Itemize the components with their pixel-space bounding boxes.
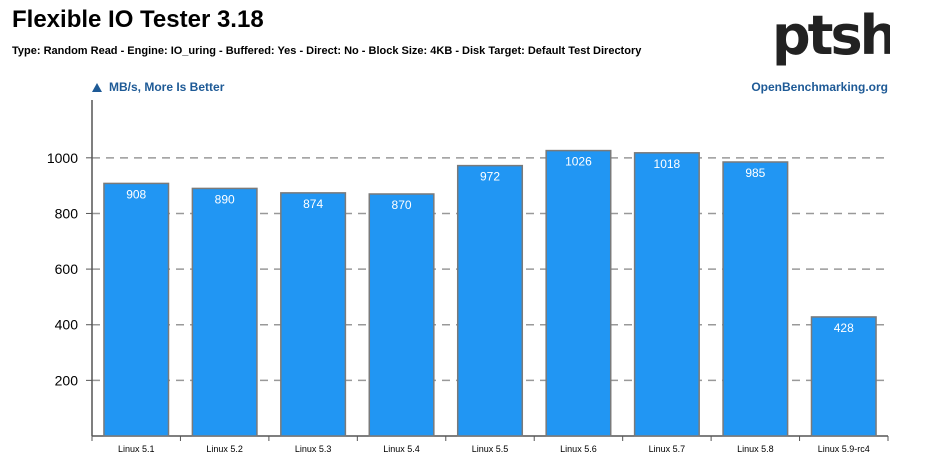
x-tick-label: Linux 5.6 <box>560 444 597 454</box>
bar <box>810 316 877 437</box>
bar-value-label: 1018 <box>654 157 681 171</box>
bar-value-label: 972 <box>480 170 500 184</box>
x-tick-label: Linux 5.7 <box>649 444 686 454</box>
source-link[interactable]: OpenBenchmarking.org <box>751 80 888 94</box>
bar <box>722 161 789 437</box>
bar-value-label: 1026 <box>565 155 592 169</box>
bar-value-label: 890 <box>215 192 235 206</box>
bar <box>545 149 612 437</box>
bars: 908 890 874 870 972 1026 1018 985 428 <box>103 149 877 437</box>
pts-logo-text: ptsh <box>772 8 890 67</box>
bar-value-label: 428 <box>834 321 854 335</box>
y-tick-label: 800 <box>55 205 79 221</box>
bar-value-label: 908 <box>126 187 146 201</box>
pts-logo: ptsh <box>772 8 890 67</box>
bar-value-label: 874 <box>303 197 323 211</box>
bar <box>633 152 700 437</box>
x-tick-label: Linux 5.9-rc4 <box>818 444 870 454</box>
bar <box>368 193 435 437</box>
bar-value-label: 870 <box>392 198 412 212</box>
x-tick-labels: Linux 5.1 Linux 5.2 Linux 5.3 Linux 5.4 Linu… <box>91 436 889 454</box>
y-tick-label: 400 <box>55 317 79 333</box>
y-tick-labels: 200 400 600 800 1000 <box>47 150 92 388</box>
bar <box>103 182 170 437</box>
y-tick-label: 600 <box>55 261 79 277</box>
x-tick-label: Linux 5.2 <box>206 444 243 454</box>
chart-title: Flexible IO Tester 3.18 <box>12 6 264 33</box>
x-tick-label: Linux 5.8 <box>737 444 774 454</box>
y-axis-label: MB/s, More Is Better <box>109 80 225 94</box>
y-axis-title: MB/s, More Is Better <box>92 80 225 94</box>
chart-subtitle: Type: Random Read - Engine: IO_uring - B… <box>12 45 642 57</box>
up-triangle-icon <box>92 83 102 92</box>
bar <box>280 192 347 437</box>
x-tick-label: Linux 5.5 <box>472 444 509 454</box>
x-tick-label: Linux 5.3 <box>295 444 332 454</box>
x-tick-label: Linux 5.1 <box>118 444 155 454</box>
bar <box>456 164 524 437</box>
x-tick-label: Linux 5.4 <box>383 444 420 454</box>
y-tick-label: 200 <box>55 372 79 388</box>
bar <box>191 187 258 437</box>
y-tick-label: 1000 <box>47 150 78 166</box>
bar-value-label: 985 <box>745 166 765 180</box>
